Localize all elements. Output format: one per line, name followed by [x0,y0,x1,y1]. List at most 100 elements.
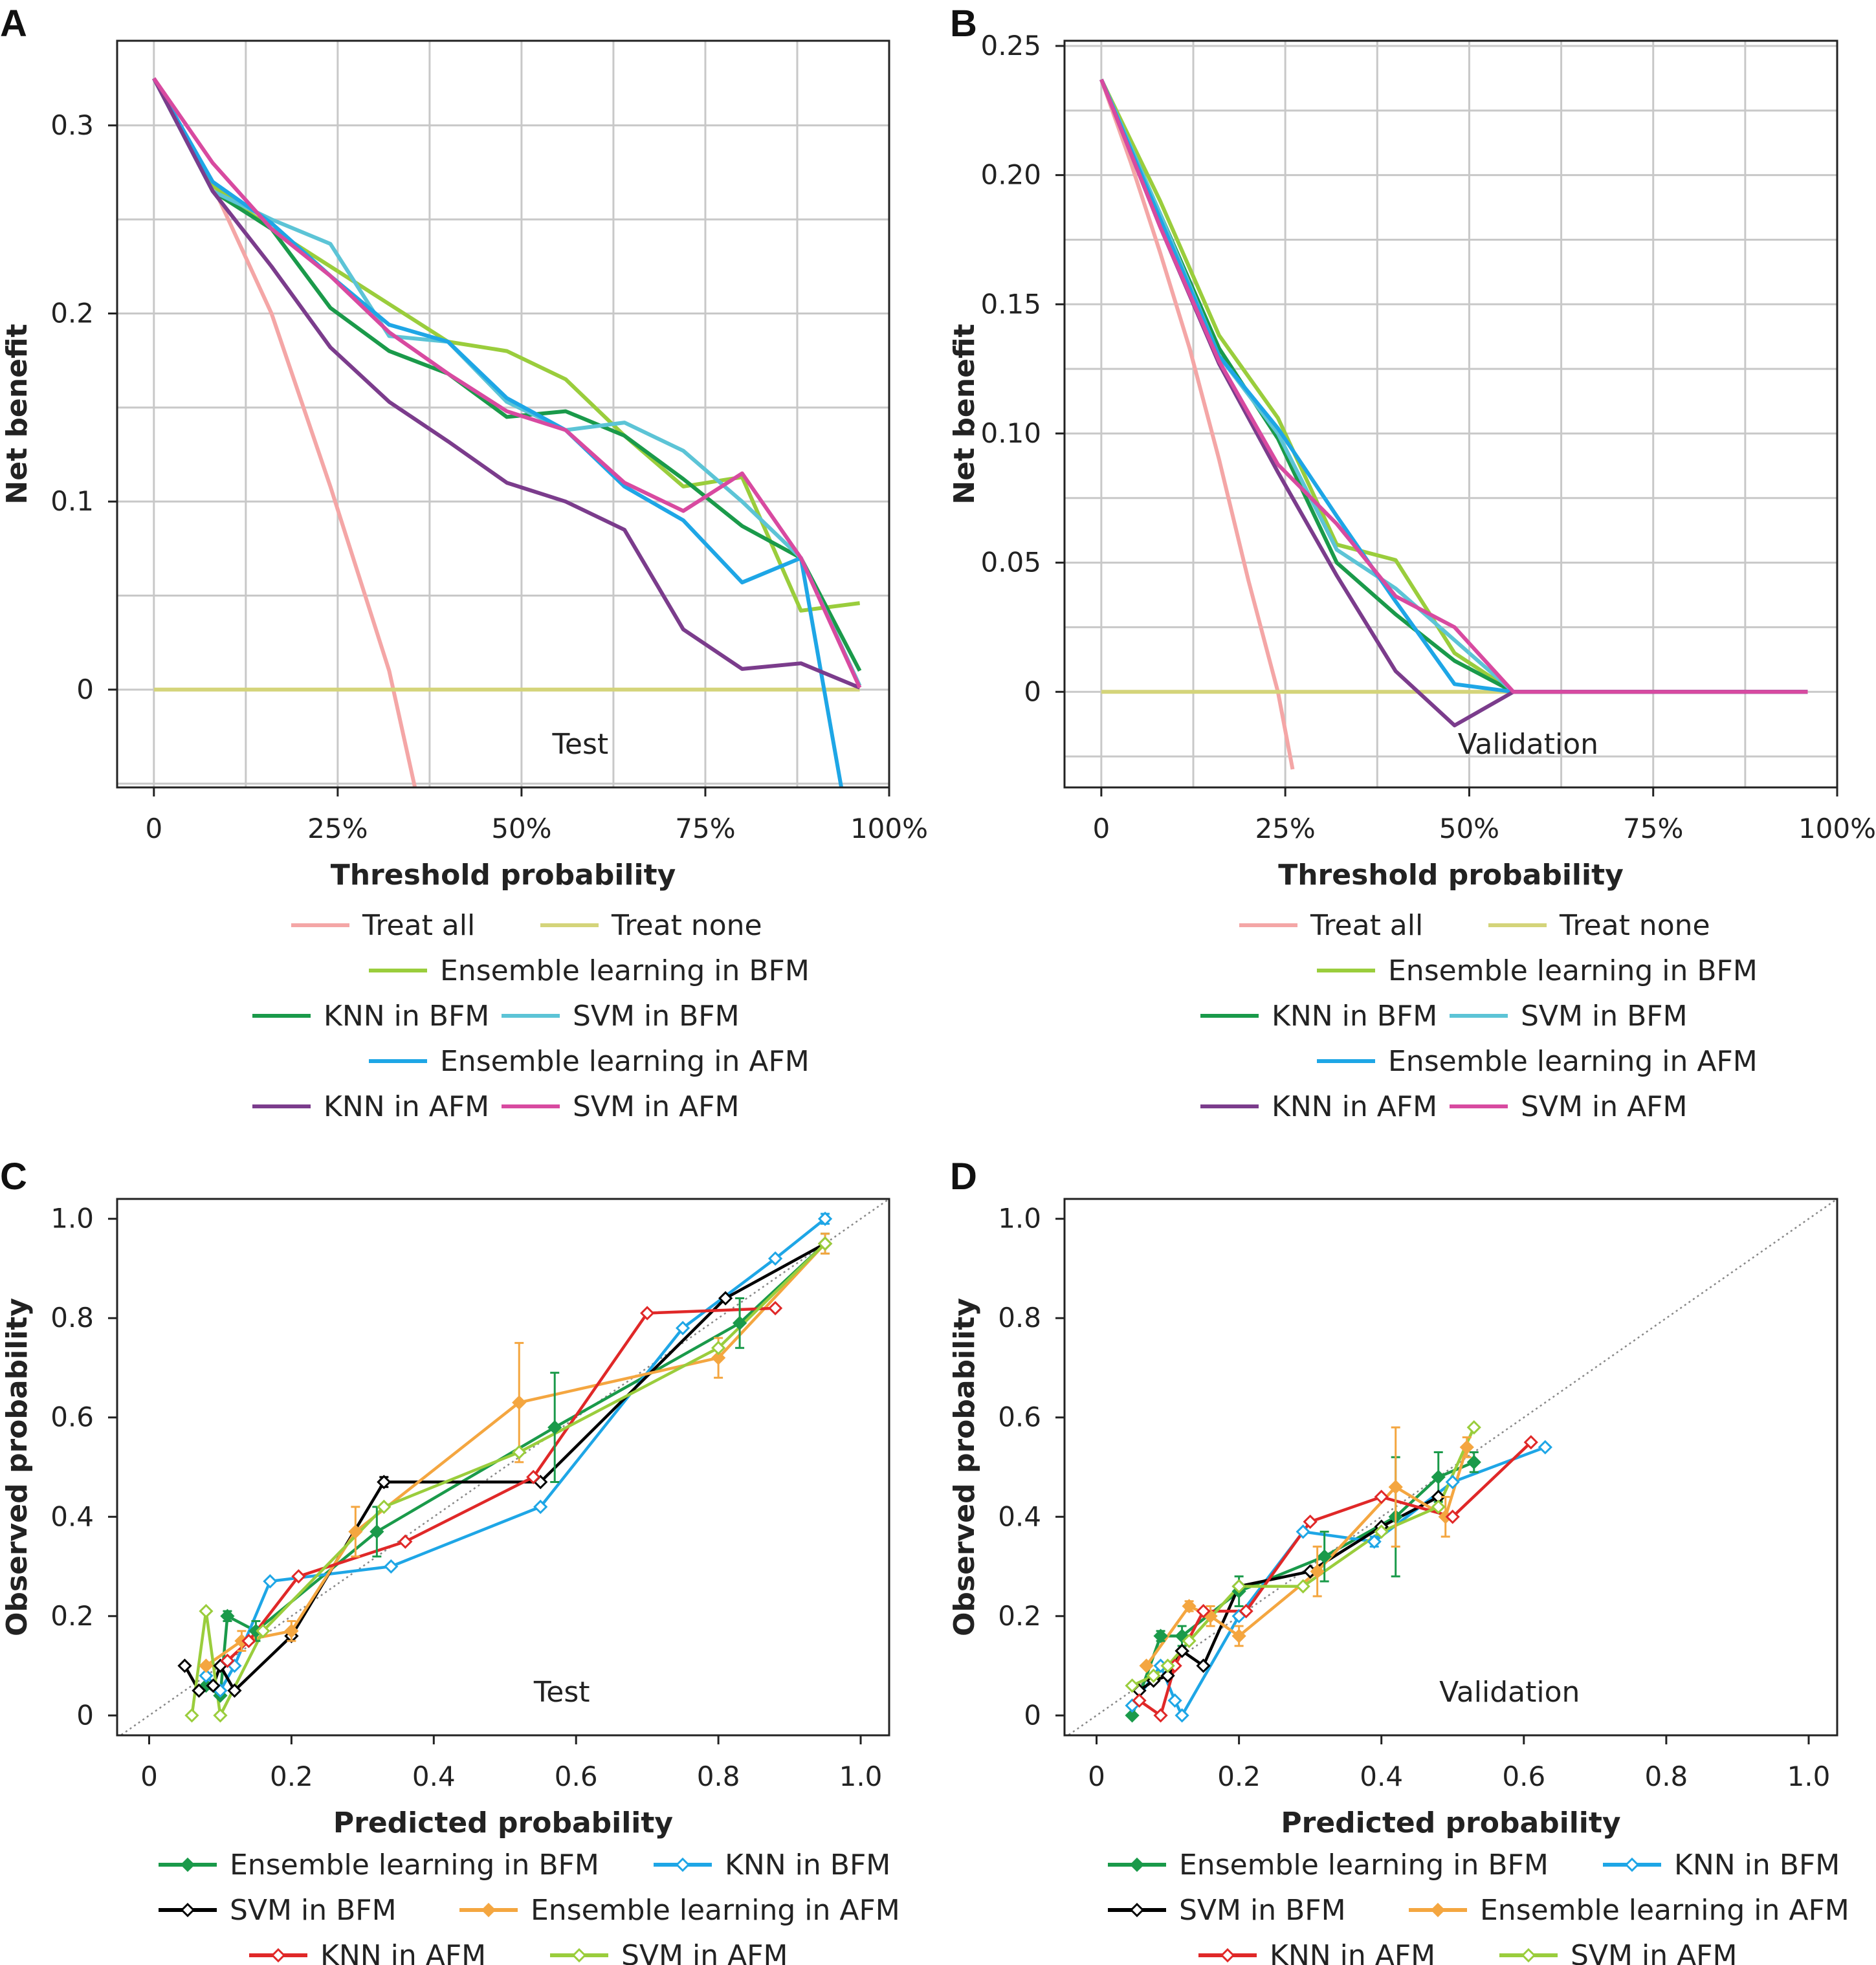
panel-letter: D [950,1156,977,1198]
legend-label: KNN in AFM [324,1090,489,1123]
legend-item: SVM in AFM [1499,1939,1737,1965]
series-group [1131,1427,1546,1717]
legend-item: Ensemble learning in AFM [1409,1894,1849,1927]
x-tick-label: 0.4 [1360,1761,1403,1792]
plot-frame [116,39,890,789]
data-point [676,1321,690,1335]
data-point [1153,1708,1168,1723]
panel-letter: A [0,3,27,45]
data-point [1175,1629,1189,1643]
legend-marker [1129,1902,1145,1918]
y-tick-label: 1.0 [50,1203,94,1235]
legend-marker [1129,1857,1145,1872]
legend-item: SVM in BFM [1450,1000,1688,1033]
y-tick-label: 0.6 [50,1401,94,1433]
y-tick-label: 0.8 [50,1302,94,1334]
series-line-3 [152,77,862,672]
series-line-5 [190,1242,826,1717]
y-tick-label: 0.10 [980,417,1041,449]
legend: Treat all Treat none Ensemble learning in … [252,909,810,1123]
data-point [1431,1469,1446,1484]
legend-item: Treat all [291,909,475,942]
x-tick-label: 0.6 [555,1761,598,1792]
data-point [398,1534,413,1549]
y-tick-label: 0.20 [980,159,1041,191]
reference-diagonal [1066,1199,1837,1735]
legend-label: Treat all [1310,909,1423,942]
data-point [711,1341,726,1356]
x-tick-label: 0 [1092,813,1110,844]
legend-label: SVM in AFM [573,1090,739,1123]
data-point [263,1574,278,1589]
legend-item: Ensemble learning in BFM [1108,1849,1549,1882]
y-axis-title: Net benefit [948,324,981,504]
y-axis-title: Net benefit [1,324,34,504]
x-tick-label: 100% [1798,813,1876,844]
data-point [370,1524,384,1539]
data-point [206,1678,221,1693]
data-point [817,1211,833,1226]
y-tick-label: 0.6 [998,1401,1041,1433]
series-group [1099,78,1808,770]
x-axis-title: Threshold probability [331,859,676,892]
legend-item: KNN in AFM [1200,1090,1437,1123]
data-point [184,1708,199,1723]
data-point [199,1658,214,1673]
data-point [220,1608,235,1623]
x-tick-label: 0.2 [270,1761,313,1792]
data-point [718,1291,733,1306]
y-tick-label: 0.2 [998,1600,1041,1632]
data-point [1445,1509,1460,1524]
data-point [711,1350,726,1365]
legend-item: SVM in BFM [159,1894,397,1927]
legend-item: SVM in BFM [502,1000,740,1033]
x-tick-label: 0 [140,1761,158,1792]
data-point [767,1301,783,1315]
legend-item: Treat none [540,909,762,942]
legend-label: KNN in BFM [1272,1000,1437,1033]
data-point [1153,1629,1168,1643]
y-axis-title: Observed probability [948,1298,981,1636]
y-tick-label: 0.05 [980,547,1041,578]
data-point [1296,1579,1310,1594]
series-line-4 [1138,1441,1532,1717]
data-point [1175,1643,1189,1658]
data-point [1160,1658,1175,1673]
y-tick-label: 0.4 [998,1500,1041,1532]
legend-label: KNN in AFM [1270,1939,1435,1965]
series-line-0 [1099,78,1295,770]
legend: Ensemble learning in BFM KNN in BFM SVM in… [159,1849,900,1965]
x-tick-label: 0.2 [1217,1761,1261,1792]
data-point [1367,1534,1382,1549]
data-point [227,1683,242,1698]
legend-label: KNN in AFM [320,1939,486,1965]
legend-item: SVM in AFM [1450,1090,1687,1123]
legend-item: KNN in BFM [654,1849,890,1882]
data-point [526,1469,541,1484]
legend-label: SVM in BFM [1521,1000,1688,1033]
y-axis-title: Observed probability [1,1298,34,1636]
x-axis-title: Predicted probability [333,1806,673,1839]
panel-b: B 0 25% 50% 75% 100% 0 0.05 0.10 0.15 0.20 0.25 Thre… [948,3,1876,1123]
data-point [1466,1455,1481,1469]
panel-letter: B [950,3,977,45]
data-point [1374,1489,1389,1504]
y-tick-label: 0.2 [50,297,94,329]
y-tick-label: 0.2 [50,1600,94,1632]
data-point [177,1658,192,1673]
legend-label: Ensemble learning in AFM [440,1045,810,1078]
legend-item: SVM in BFM [1108,1894,1346,1927]
series-line-4 [152,77,862,687]
y-tick-label: 0.15 [980,288,1041,320]
legend-item: KNN in BFM [1200,1000,1437,1033]
legend-label: SVM in AFM [621,1939,788,1965]
data-point [1196,1603,1211,1619]
plot-frame [1063,39,1838,789]
markers-group [1125,1420,1552,1723]
split-annotation: Validation [1439,1676,1580,1709]
x-tick-label: 0 [145,813,162,844]
legend-marker [1430,1902,1446,1918]
legend-item: Ensemble learning in AFM [1317,1045,1758,1078]
legend-item: Ensemble learning in AFM [459,1894,900,1927]
legend-label: Ensemble learning in BFM [1388,954,1758,987]
